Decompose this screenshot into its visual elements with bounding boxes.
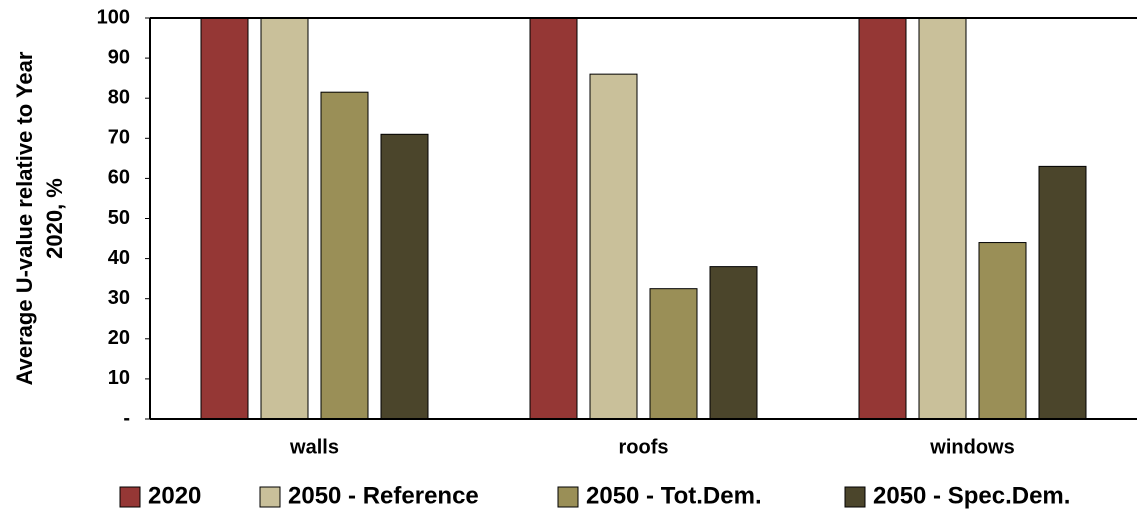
y-tick-label: 90	[108, 46, 130, 68]
bar	[918, 17, 967, 420]
x-tick-label: windows	[929, 436, 1014, 458]
legend-label: 2050 - Spec.Dem.	[873, 482, 1070, 509]
bar	[320, 91, 369, 420]
y-axis-title-line: Average U-value relative to Year	[12, 51, 37, 385]
y-tick-label: 40	[108, 247, 130, 269]
y-tick-label: -	[123, 407, 130, 429]
legend-label: 2050 - Tot.Dem.	[586, 482, 762, 509]
y-tick-label: 10	[108, 367, 130, 389]
bar	[858, 17, 907, 420]
bar	[709, 266, 758, 420]
legend-label: 2050 - Reference	[288, 482, 479, 509]
y-axis-title: Average U-value relative to Year 2020, %	[12, 51, 67, 385]
bar	[529, 17, 578, 420]
bar	[200, 17, 249, 420]
bar	[260, 17, 309, 420]
bar	[1038, 165, 1087, 420]
y-tick-label: 20	[108, 327, 130, 349]
legend-label: 2020	[148, 482, 201, 509]
legend-swatch	[557, 486, 579, 508]
y-tick-label: 70	[108, 127, 130, 149]
y-tick-label: 50	[108, 207, 130, 229]
y-tick-label: 100	[97, 6, 130, 28]
bar	[589, 73, 638, 420]
legend-swatch	[119, 486, 141, 508]
bar	[978, 242, 1027, 420]
y-axis-title-line: 2020, %	[42, 178, 67, 259]
legend-swatch	[259, 486, 281, 508]
x-tick-label: walls	[289, 436, 339, 458]
bar	[380, 133, 429, 420]
x-tick-label: roofs	[619, 436, 669, 458]
legend-swatch	[844, 486, 866, 508]
y-tick-label: 80	[108, 86, 130, 108]
y-tick-label: 60	[108, 167, 130, 189]
bar	[649, 288, 698, 420]
y-tick-label: 30	[108, 287, 130, 309]
